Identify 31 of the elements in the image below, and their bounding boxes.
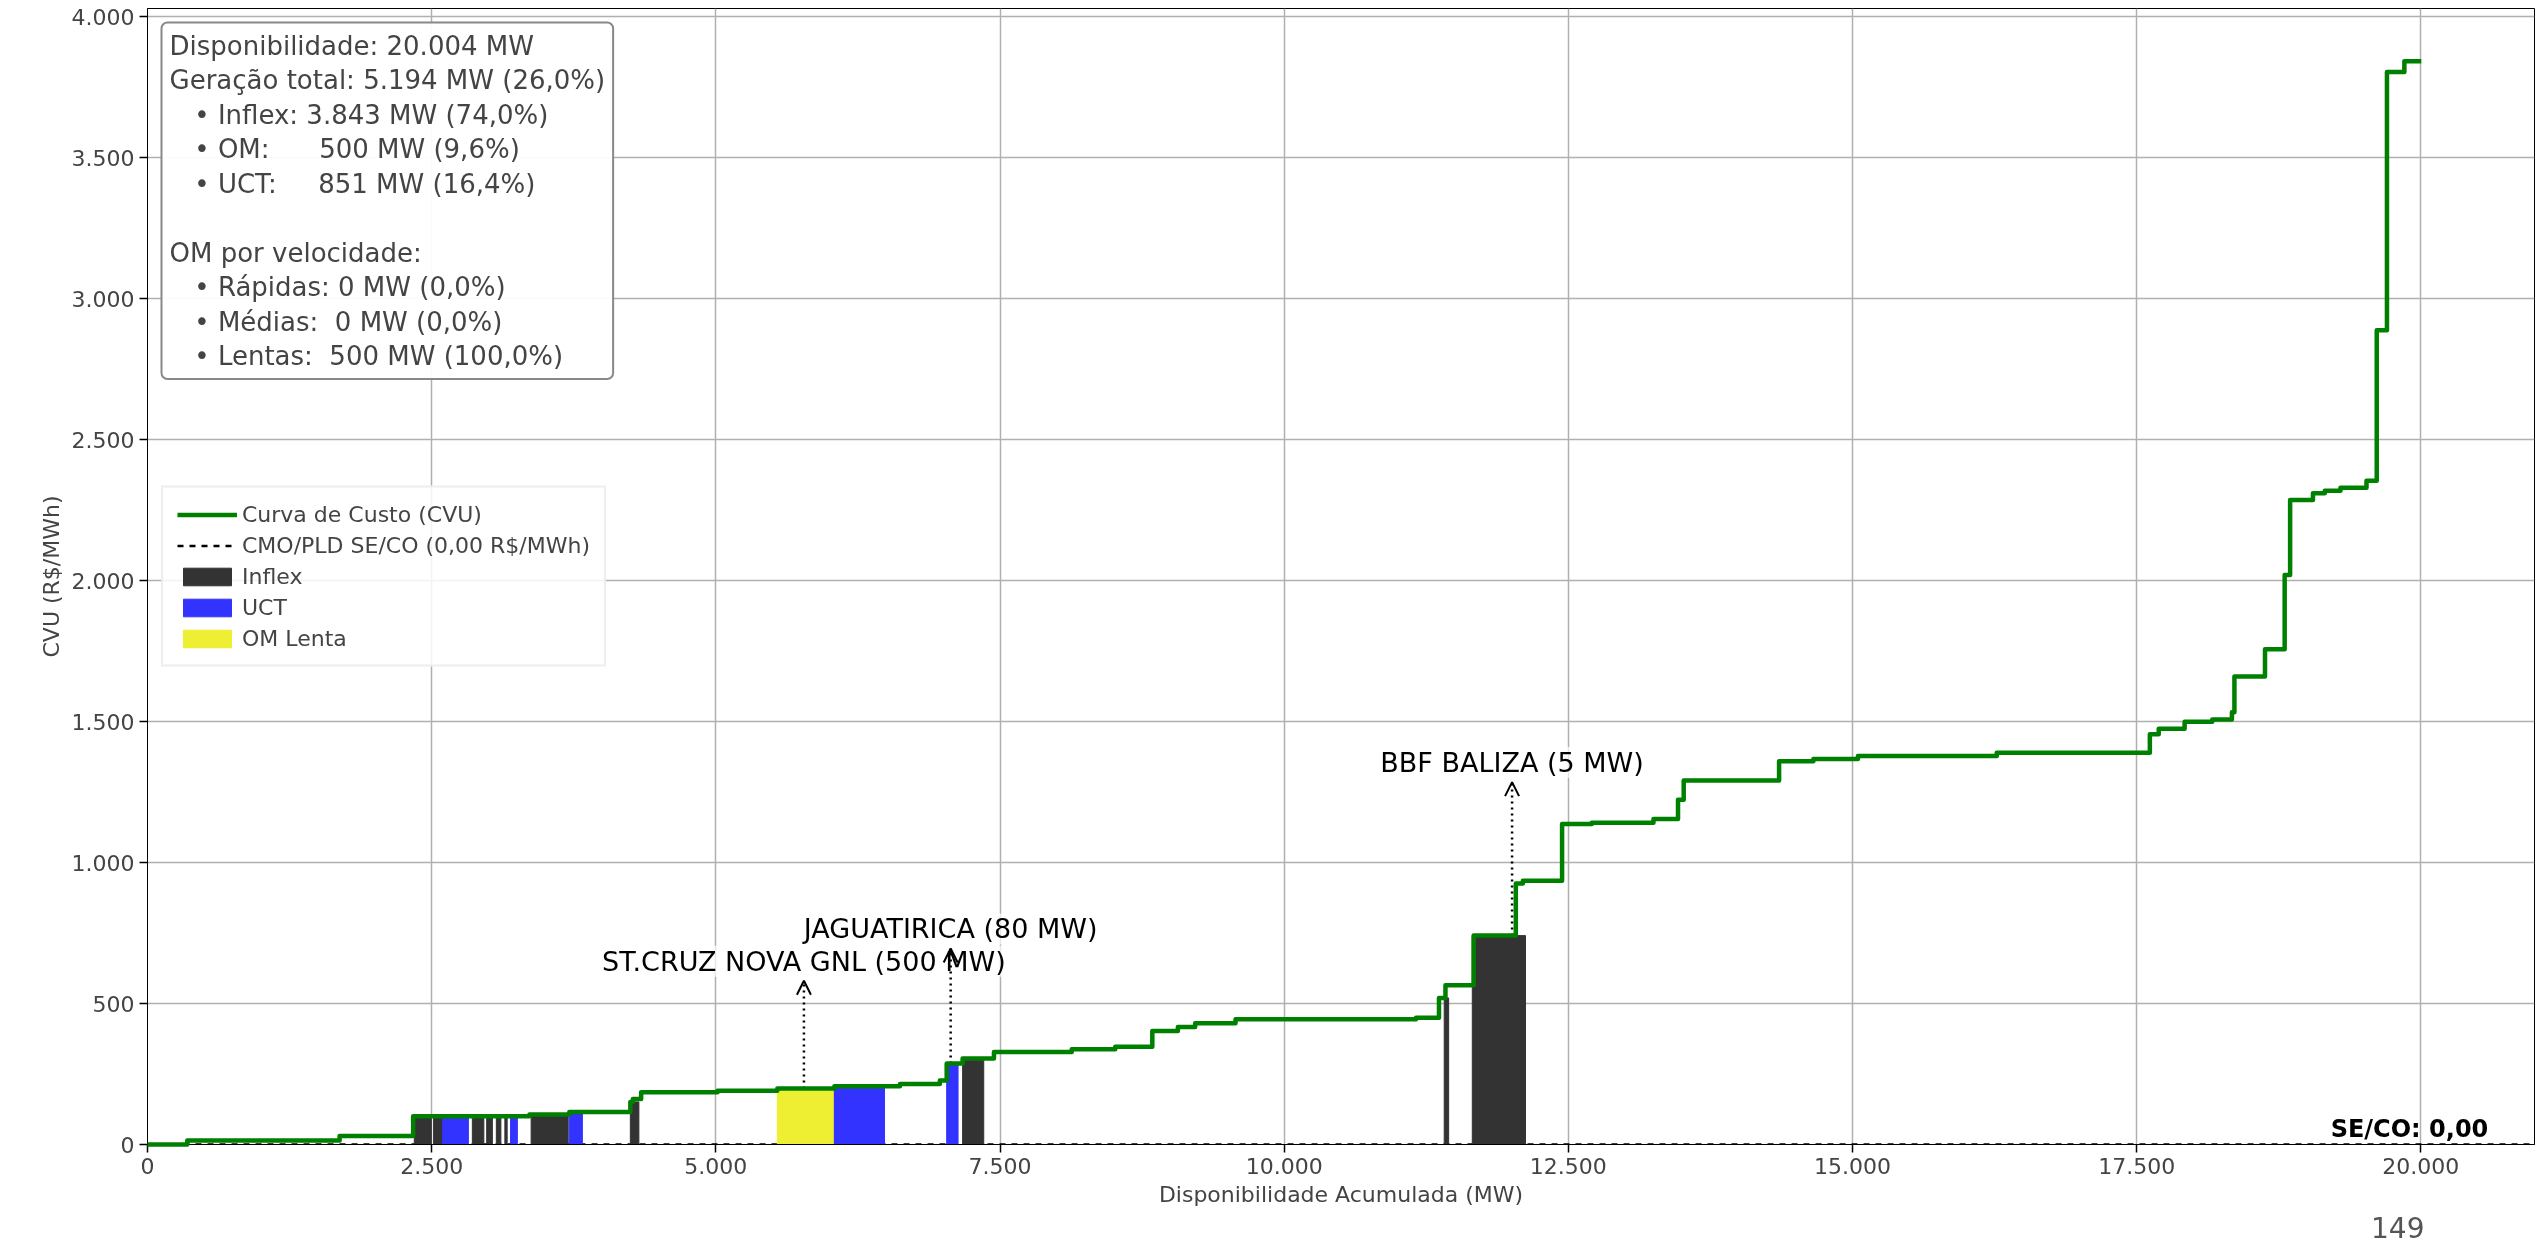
y-tick-label: 4.000 (71, 4, 135, 30)
x-tick-label: 17.500 (2098, 1153, 2176, 1179)
text: 149 (2371, 1211, 2425, 1242)
y-tick-label: 1.000 (71, 850, 135, 876)
x-tick-label: 0 (140, 1153, 155, 1179)
y-tick-label: 500 (92, 991, 135, 1017)
legend-label: UCT (242, 594, 287, 620)
legend-label: Curva de Custo (CVU) (242, 501, 482, 527)
legend-label: OM Lenta (242, 625, 347, 651)
x-axis-title: Disponibilidade Acumulada (MW) (1158, 1181, 1524, 1207)
y-tick-label: 0 (120, 1132, 135, 1158)
y-tick-label: 2.500 (71, 427, 135, 453)
x-tick-label: 12.500 (1529, 1153, 1607, 1179)
y-axis-title: CVU (R$/MWh) (38, 495, 64, 658)
x-tick-label: 20.000 (2382, 1153, 2460, 1179)
annotation: JAGUATIRICA (80 MW) (801, 913, 1098, 945)
x-tick-label: 15.000 (1814, 1153, 1891, 1179)
annotation: BBF BALIZA (5 MW) (1380, 747, 1644, 779)
x-tick-label: 5.000 (684, 1153, 748, 1179)
y-tick-label: 2.000 (71, 568, 135, 594)
x-tick-label: 10.000 (1245, 1153, 1323, 1179)
legend-label: Inflex (242, 563, 303, 589)
annotation: ST.CRUZ NOVA GNL (500 MW) (602, 945, 1006, 977)
y-tick-label: 3.500 (71, 145, 135, 171)
x-tick-label: 2.500 (400, 1153, 464, 1179)
text: Disponibilidade: 20.004 MW Geração total: 5.194 MW (26,0%) • Inflex: 3.843 MW (74,0%) • OM: 500 MW (9,6%) • UCT: 851 MW (16,4%) OM por velocidade: • Rápidas: 0 MW (0,0%) • Médias: 0 MW (0,0%) • Lentas: 500 MW (100,0%) (169, 30, 606, 371)
legend-label: CMO/PLD SE/CO (0,00 R$/MWh) (242, 532, 590, 558)
y-tick-label: 3.000 (71, 286, 135, 312)
annotation: SE/CO: 0,00 (2330, 1114, 2489, 1143)
x-tick-label: 7.500 (968, 1153, 1032, 1179)
y-tick-label: 1.500 (71, 709, 135, 735)
